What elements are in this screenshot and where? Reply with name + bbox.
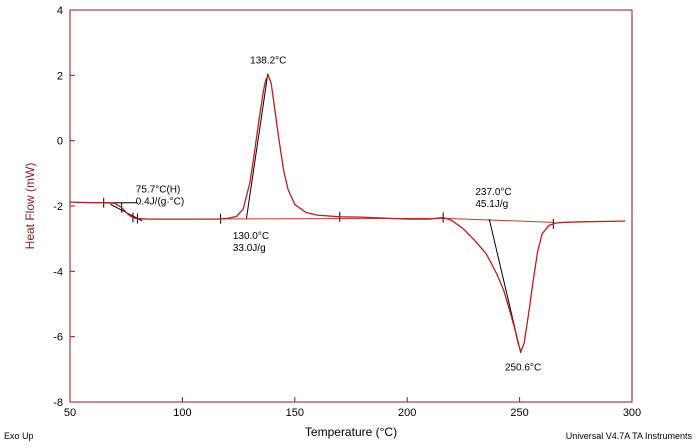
annotation-label: 130.0°C — [233, 231, 269, 242]
annotation-label: 0.4J/(g·°C) — [136, 197, 184, 208]
y-tick-label: -8 — [53, 397, 63, 409]
exo-up-label: Exo Up — [4, 431, 34, 441]
annotation-label: 237.0°C — [475, 187, 511, 198]
annotation-label: 45.1J/g — [475, 199, 508, 210]
heat-flow-line — [69, 73, 626, 354]
tangent-line — [245, 73, 269, 219]
x-tick-label: 300 — [623, 407, 641, 419]
x-tick-label: 100 — [173, 407, 191, 419]
y-tick-label: 4 — [57, 5, 63, 17]
instrument-label: Universal V4.7A TA Instruments — [565, 431, 692, 441]
y-tick-label: -4 — [53, 266, 63, 278]
x-tick-label: 50 — [64, 407, 76, 419]
y-tick-label: -2 — [53, 201, 63, 213]
x-tick-label: 250 — [510, 407, 528, 419]
x-tick-label: 150 — [286, 407, 304, 419]
x-tick-label: 200 — [398, 407, 416, 419]
annotation-label: 138.2°C — [250, 55, 286, 66]
annotation-label: 33.0J/g — [233, 243, 266, 254]
baseline — [445, 217, 554, 223]
x-axis-title: Temperature (°C) — [305, 425, 397, 439]
annotation-label: 250.6°C — [505, 362, 541, 373]
y-tick-label: -6 — [53, 332, 63, 344]
y-axis-title: Heat Flow (mW) — [23, 163, 37, 250]
y-tick-label: 2 — [57, 70, 63, 82]
annotation-label: 75.7°C(H) — [136, 185, 181, 196]
y-tick-label: 0 — [57, 136, 63, 148]
